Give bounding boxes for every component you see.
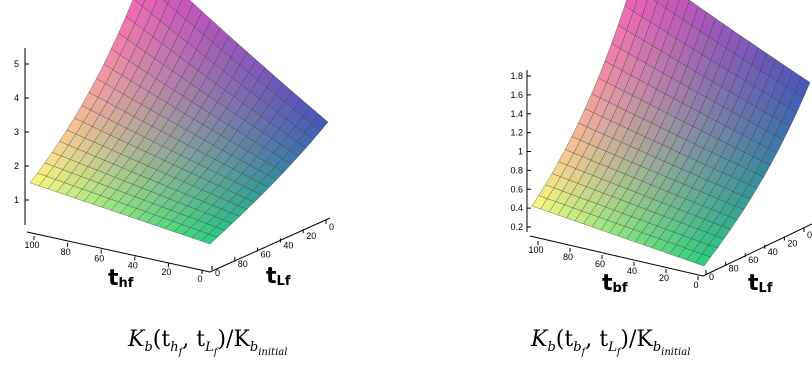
side-axis-right-tick-label: 0: [709, 272, 714, 282]
side-axis-right-tick-label: 0: [807, 230, 812, 240]
side-axis-left-tick-label: 40: [283, 240, 293, 250]
z-axis-right-tick-label: 1.4: [510, 109, 523, 119]
surface-plot-left: 1 2 3 4 5 100 80 60 40 20 0 0 80 60 40 20 0 thf tLf: [14, 0, 334, 291]
z-axis-left-tick-label: 3: [14, 127, 19, 137]
z-axis-ticks-left: 1 2 3 4 5: [14, 59, 29, 205]
z-axis-right-tick-label: 0.8: [510, 165, 523, 175]
side-axis-right-tick-label: 80: [729, 264, 739, 274]
side-axis-right-tick-label: 40: [768, 247, 778, 257]
side-axis-left-tick-label: 0: [329, 222, 334, 232]
front-axis-label-left: thf: [108, 266, 134, 291]
z-axis-left-tick-label: 1: [14, 195, 19, 205]
side-axis-label-right: tLf: [748, 271, 773, 296]
side-axis-ticks-right: 0 80 60 40 20 0: [705, 228, 812, 282]
front-axis-right-tick-label: 60: [595, 259, 605, 269]
front-axis-right-tick-label: 80: [563, 252, 573, 262]
side-axis-line-right: [702, 223, 812, 277]
front-axis-left-tick-label: 20: [161, 267, 171, 277]
front-axis-left-tick-label: 40: [128, 260, 138, 270]
front-axis-right-tick-label: 0: [693, 280, 698, 290]
front-axis-left-tick-label: 60: [94, 254, 104, 264]
z-axis-ticks-right: 0.2 0.4 0.6 0.8 1 1.2 1.4 1.6 1.8: [510, 71, 531, 232]
z-axis-right-tick-label: 1: [518, 147, 523, 157]
front-axis-label-right: tbf: [602, 271, 628, 296]
side-axis-left-tick-label: 60: [261, 250, 271, 260]
front-axis-ticks-left: 100 80 60 40 20 0: [24, 236, 203, 284]
side-axis-left-tick-label: 80: [238, 259, 248, 269]
front-axis-ticks-right: 100 80 60 40 20 0: [528, 241, 699, 290]
front-axis-right-tick-label: 40: [627, 266, 637, 276]
front-axis-line-right: [529, 235, 704, 277]
side-axis-right-tick-label: 20: [787, 238, 797, 248]
surface-cell: [695, 253, 711, 267]
z-axis-right-tick-label: 1.8: [510, 71, 523, 81]
z-axis-right-tick-label: 0.2: [510, 222, 523, 232]
z-axis-left-tick-label: 4: [14, 93, 19, 103]
surface-plot-right: 0.2 0.4 0.6 0.8 1 1.2 1.4 1.6 1.8 100 80 60 40 20 0 0…: [510, 0, 812, 296]
surface-cell: [200, 233, 218, 245]
z-axis-right-tick-label: 0.4: [510, 203, 523, 213]
front-axis-left-tick-label: 0: [197, 274, 202, 284]
z-axis-left-tick-label: 5: [14, 59, 19, 69]
surface-mesh-right: [531, 0, 811, 267]
front-axis-right-tick-label: 20: [659, 273, 669, 283]
side-axis-ticks-left: 0 80 60 40 20 0: [211, 220, 334, 278]
side-axis-line-left: [209, 217, 331, 273]
z-axis-right-tick-label: 1.2: [510, 128, 523, 138]
caption-left: Kb(thf, tLf)/Kbinitial: [128, 327, 288, 358]
z-axis-right-tick-label: 1.6: [510, 90, 523, 100]
surface-mesh-left: [29, 0, 329, 245]
side-axis-right-tick-label: 60: [748, 255, 758, 265]
front-axis-left-tick-label: 100: [24, 240, 39, 250]
side-axis-label-left: tLf: [266, 264, 291, 289]
side-axis-left-tick-label: 20: [306, 231, 316, 241]
side-axis-left-tick-label: 0: [215, 268, 220, 278]
front-axis-line-left: [26, 231, 211, 273]
front-axis-left-tick-label: 80: [61, 247, 71, 257]
front-axis-right-tick-label: 100: [528, 245, 543, 255]
z-axis-right-tick-label: 0.6: [510, 184, 523, 194]
z-axis-left-tick-label: 2: [14, 161, 19, 171]
caption-right: Kb(tbf, tLf)/Kbinitial: [531, 327, 691, 358]
